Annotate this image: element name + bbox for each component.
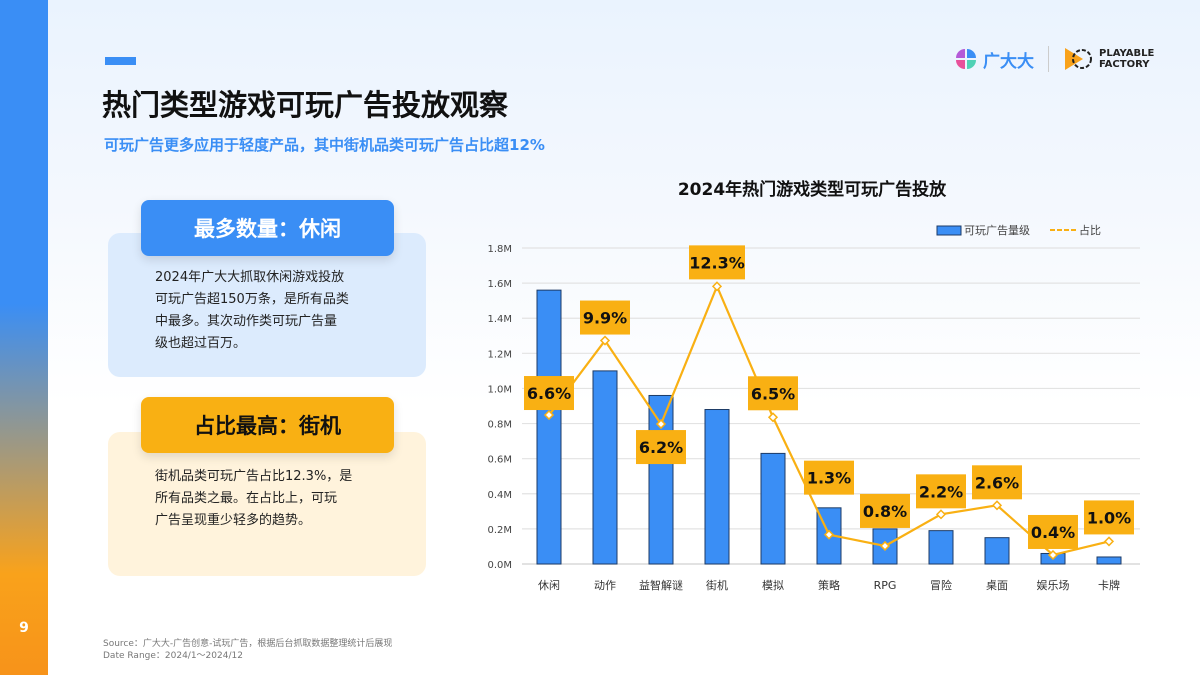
- legend-bar-swatch: [936, 225, 962, 236]
- card-top-share-text: 街机品类可玩广告占比12.3%，是 所有品类之最。在占比上，可玩 广告呈现重少轻…: [155, 466, 352, 532]
- card-line: 街机品类可玩广告占比12.3%，是: [155, 469, 353, 484]
- x-tick-label: 动作: [594, 579, 616, 592]
- bar: [536, 289, 562, 565]
- playable-factory-logo-icon: [1065, 48, 1092, 70]
- data-label-box: [580, 300, 630, 335]
- line-point: [711, 281, 723, 292]
- data-label-box: [636, 430, 686, 465]
- x-tick-label: 益智解谜: [639, 578, 683, 592]
- data-label: 0.8%: [863, 502, 907, 521]
- data-label-box: [1028, 514, 1078, 549]
- gdd-logo-text: 广大大: [983, 51, 1034, 72]
- pf-line2: FACTORY: [1099, 59, 1150, 70]
- y-tick-label: 0.0M: [487, 560, 512, 571]
- data-label: 12.3%: [689, 253, 745, 272]
- x-tick-label: 娱乐场: [1037, 578, 1070, 592]
- card-top-share-heading: 占比最高：街机: [141, 397, 394, 453]
- logo-divider: [1048, 46, 1049, 72]
- y-tick-label: 1.4M: [487, 314, 512, 325]
- line-point: [655, 418, 667, 430]
- x-tick-label: 桌面: [986, 579, 1008, 592]
- data-label: 2.2%: [919, 482, 963, 501]
- page-title: 热门类型游戏可玩广告投放观察: [102, 88, 509, 122]
- x-tick-label: 卡牌: [1098, 578, 1120, 592]
- line-point: [991, 500, 1003, 511]
- y-tick-label: 1.2M: [487, 349, 512, 360]
- data-label: 6.2%: [639, 438, 683, 457]
- chart-title: 2024年热门游戏类型可玩广告投放: [677, 180, 947, 200]
- data-label: 6.5%: [751, 384, 795, 403]
- y-tick-label: 0.8M: [487, 420, 512, 431]
- data-label: 1.0%: [1087, 508, 1131, 527]
- x-tick-label: 策略: [818, 578, 840, 592]
- bar: [1096, 556, 1122, 565]
- data-label: 6.6%: [527, 384, 571, 403]
- line-point: [1103, 536, 1115, 547]
- side-stripe: [0, 0, 48, 675]
- card-line: 广告呈现重少轻多的趋势。: [155, 513, 312, 528]
- source-note: Source：广大大-广告创意-试玩广告，根据后台抓取数据整理统计后展现 Dat…: [103, 638, 392, 662]
- line-point: [599, 335, 611, 346]
- bar: [760, 452, 786, 565]
- line-point: [543, 409, 555, 421]
- card-line: 所有品类之最。在占比上，可玩: [155, 491, 338, 506]
- line-point: [879, 540, 891, 552]
- bar: [928, 530, 954, 565]
- logos: 广大大 PLAYABLE FACTORY: [955, 46, 1154, 72]
- card-line: 可玩广告超150万条，是所有品类: [155, 292, 349, 307]
- x-tick-label: 休闲: [538, 578, 560, 592]
- bar: [592, 370, 618, 565]
- data-label-box: [972, 465, 1022, 500]
- card-line: 2024年广大大抓取休闲游戏投放: [155, 270, 345, 285]
- x-tick-label: 街机: [706, 578, 728, 592]
- y-tick-label: 0.2M: [487, 525, 512, 536]
- legend-line-label: 占比: [1079, 223, 1101, 237]
- page-number: 9: [19, 620, 29, 636]
- line-point: [935, 509, 947, 520]
- data-label: 1.3%: [807, 469, 851, 488]
- data-label-box: [689, 245, 745, 280]
- y-tick-label: 0.4M: [487, 490, 512, 501]
- data-label-box: [860, 493, 910, 528]
- source-line: Source：广大大-广告创意-试玩广告，根据后台抓取数据整理统计后展现: [103, 639, 393, 649]
- card-most-count-heading: 最多数量：休闲: [141, 200, 394, 256]
- card-line: 级也超过百万。: [155, 336, 247, 351]
- bar: [704, 409, 730, 565]
- data-label: 0.4%: [1031, 523, 1075, 542]
- y-tick-label: 1.8M: [487, 244, 512, 255]
- data-label-box: [916, 474, 966, 509]
- card-line: 中最多。其次动作类可玩广告量: [155, 314, 338, 329]
- title-accent: [105, 57, 136, 65]
- pf-line1: PLAYABLE: [1099, 48, 1155, 59]
- data-label-box: [748, 376, 798, 411]
- playable-factory-logo-text: PLAYABLE FACTORY: [1099, 48, 1154, 70]
- bar: [872, 528, 898, 565]
- date-range-line: Date Range：2024/1～2024/12: [103, 651, 243, 661]
- x-tick-label: 冒险: [930, 578, 952, 592]
- x-tick-label: RPG: [874, 579, 897, 592]
- data-label-box: [1084, 500, 1134, 535]
- y-tick-label: 0.6M: [487, 455, 512, 466]
- bar: [984, 537, 1010, 565]
- y-tick-label: 1.0M: [487, 384, 512, 395]
- data-label: 2.6%: [975, 473, 1019, 492]
- line-point: [767, 412, 779, 423]
- page-subtitle: 可玩广告更多应用于轻度产品，其中街机品类可玩广告占比超12%: [104, 136, 545, 154]
- line-point: [1047, 549, 1059, 561]
- y-tick-label: 1.6M: [487, 279, 512, 290]
- data-label-box: [804, 460, 854, 495]
- legend-bar-label: 可玩广告量级: [964, 224, 1030, 237]
- gdd-logo-icon: [956, 49, 976, 69]
- x-tick-label: 模拟: [762, 578, 784, 592]
- data-label: 9.9%: [583, 309, 627, 328]
- line-point: [823, 529, 835, 540]
- card-most-count-body: [108, 233, 426, 377]
- card-top-share-body: [108, 432, 426, 576]
- data-label-box: [524, 376, 574, 411]
- card-most-count-text: 2024年广大大抓取休闲游戏投放 可玩广告超150万条，是所有品类 中最多。其次…: [155, 267, 349, 355]
